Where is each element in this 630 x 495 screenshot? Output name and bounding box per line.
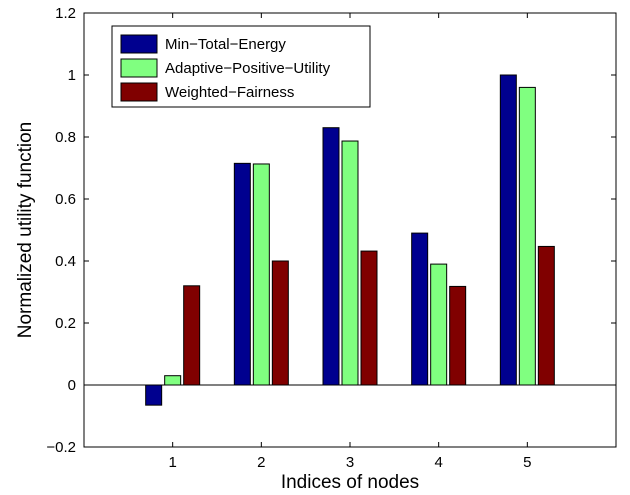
bar-node-2-series-1 (233, 162, 251, 386)
bar-node-2-series-2 (252, 163, 270, 386)
legend-label: Weighted−Fairness (165, 84, 294, 101)
x-tick-label: 2 (257, 454, 265, 471)
y-tick-label: 0.6 (55, 191, 76, 208)
bar-node-1-series-2 (164, 375, 182, 386)
bar-node-5-series-2 (518, 86, 536, 386)
x-tick-label: 4 (434, 454, 442, 471)
bar-node-2-series-3 (271, 260, 289, 386)
bar-node-3-series-1 (322, 127, 340, 386)
bar-node-4-series-2 (430, 263, 448, 386)
legend-swatch (120, 58, 158, 78)
bar-node-4-series-3 (449, 285, 467, 386)
x-tick-label: 3 (346, 454, 354, 471)
bar-node-5-series-3 (537, 245, 555, 386)
y-tick-label: 0.8 (55, 129, 76, 146)
x-axis-ticks: 1 2 3 4 5 (168, 13, 532, 471)
x-tick-label: 1 (168, 454, 176, 471)
bar-node-1-series-3 (183, 285, 201, 386)
bar-node-5-series-1 (499, 74, 517, 386)
bar-node-3-series-3 (360, 250, 378, 386)
legend-label: Min−Total−Energy (165, 36, 286, 53)
x-tick-label: 5 (523, 454, 531, 471)
x-axis-title: Indices of nodes (281, 472, 419, 493)
y-tick-label: 0 (68, 377, 76, 394)
y-axis-ticks: −0.2 0 0.2 0.4 0.6 0.8 1 1.2 (46, 5, 616, 456)
y-tick-label: −0.2 (46, 439, 76, 456)
y-tick-label: 0.4 (55, 253, 76, 270)
legend: Min−Total−Energy Adaptive−Positive−Utilit… (111, 25, 371, 108)
bar-node-4-series-1 (411, 232, 429, 386)
bar-node-3-series-2 (341, 140, 359, 386)
y-axis-title: Normalized utility function (15, 122, 36, 338)
y-tick-label: 0.2 (55, 315, 76, 332)
y-tick-label: 1 (68, 67, 76, 84)
bar-node-1-series-1 (145, 384, 163, 406)
legend-swatch (120, 82, 158, 102)
legend-label: Adaptive−Positive−Utility (165, 60, 331, 77)
legend-swatch (120, 34, 158, 54)
y-tick-label: 1.2 (55, 5, 76, 22)
bars-group (145, 74, 555, 406)
